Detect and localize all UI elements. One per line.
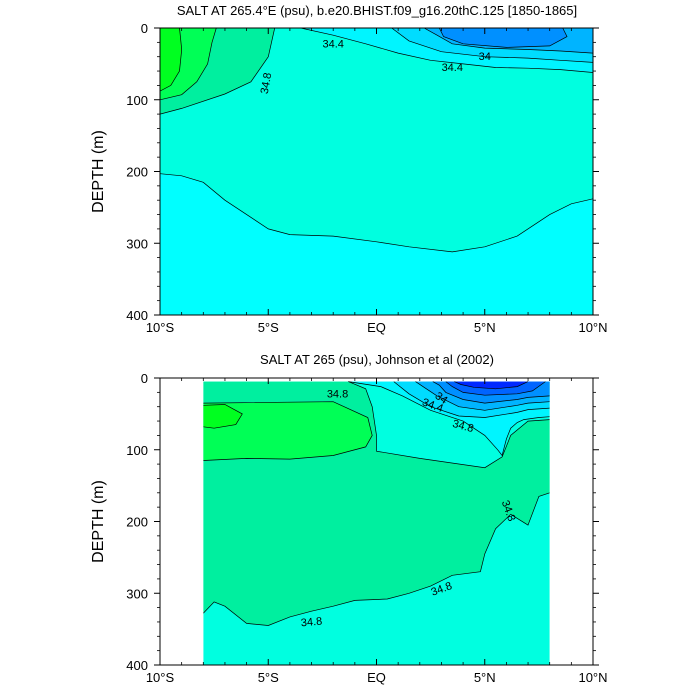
top-panel-ylabel: DEPTH (m) [90, 130, 107, 213]
bottom-contour-label-6: 34.8 [300, 616, 322, 630]
top-contour-label-0: 34.4 [322, 38, 343, 50]
bottom-x-tick-label-1: 5°S [258, 670, 279, 685]
top-panel-title: SALT AT 265.4°E (psu), b.e20.BHIST.f09_g… [177, 3, 577, 18]
bottom-contour-label-0: 34.8 [327, 388, 348, 400]
top-contour-region-1 [160, 173, 593, 315]
top-x-tick-label-3: 5°N [474, 320, 496, 335]
top-contour-line-1 [160, 28, 276, 115]
bottom-y-tick-label-0: 0 [141, 371, 148, 386]
bottom-contour-line-7 [432, 381, 550, 404]
top-contour-line-0 [160, 173, 593, 253]
top-x-tick-label-4: 10°N [578, 320, 607, 335]
top-contour-line-4 [300, 28, 593, 73]
bottom-contour-line-8 [445, 381, 546, 396]
bottom-contour-line-3 [348, 381, 550, 469]
bottom-contour-line-5 [393, 381, 550, 418]
top-contour-line-6 [423, 28, 593, 54]
top-contour-line-7 [438, 28, 568, 48]
bottom-panel-title: SALT AT 265 (psu), Johnson et al (2002) [260, 352, 494, 367]
bottom-contour-label-1: 34 [433, 390, 450, 407]
top-contour-label-2: 34.4 [442, 62, 463, 74]
top-contour-label-3: 34.8 [259, 72, 275, 95]
top-y-tick-label-4: 400 [126, 308, 148, 323]
top-contour-label-1: 34 [479, 51, 491, 63]
bottom-x-tick-label-2: EQ [367, 670, 386, 685]
bottom-contour-line-6 [415, 381, 550, 411]
top-filled-contours [160, 28, 593, 315]
top-y-tick-label-3: 300 [126, 236, 148, 251]
bottom-contour-line-9 [454, 381, 529, 390]
top-y-tick-label-1: 100 [126, 93, 148, 108]
bottom-x-tick-label-4: 10°N [578, 670, 607, 685]
top-y-tick-label-2: 200 [126, 165, 148, 180]
bottom-panel-ylabel: DEPTH (m) [90, 480, 107, 563]
bottom-y-tick-label-3: 300 [126, 586, 148, 601]
bottom-x-tick-label-0: 10°S [146, 670, 175, 685]
top-contour-line-3 [160, 28, 183, 92]
top-contour-region-8 [439, 28, 567, 48]
top-contour-line-2 [160, 28, 217, 101]
bottom-contour-line-1 [203, 401, 373, 461]
bottom-y-tick-label-4: 400 [126, 658, 148, 673]
top-x-tick-label-2: EQ [367, 320, 386, 335]
top-x-tick-label-0: 10°S [146, 320, 175, 335]
bottom-contour-panel: SALT AT 265 (psu), Johnson et al (2002) … [90, 352, 608, 685]
bottom-x-tick-label-3: 5°N [474, 670, 496, 685]
bottom-filled-contours [203, 381, 550, 665]
bottom-contour-label-3: 34.8 [451, 418, 475, 435]
bottom-y-tick-label-2: 200 [126, 515, 148, 530]
bottom-contour-line-2 [203, 404, 243, 429]
bottom-y-tick-label-1: 100 [126, 443, 148, 458]
bottom-contour-region-2 [203, 401, 373, 461]
bottom-contour-line-0 [203, 492, 550, 626]
bottom-contour-region-3 [203, 404, 243, 429]
top-contour-region-4 [160, 28, 182, 92]
top-y-tick-label-0: 0 [141, 21, 148, 36]
top-x-tick-label-1: 5°S [258, 320, 279, 335]
top-contour-panel: SALT AT 265.4°E (psu), b.e20.BHIST.f09_g… [90, 3, 608, 335]
top-contour-line-5 [391, 28, 593, 63]
bottom-contour-line-4 [348, 381, 550, 457]
